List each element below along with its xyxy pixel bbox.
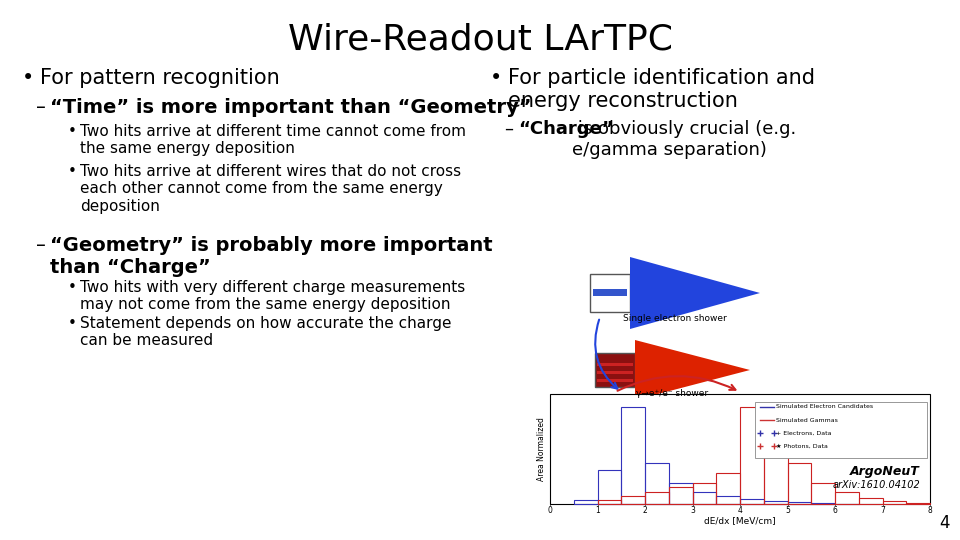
Text: 4: 4 (737, 506, 742, 515)
Text: dE/dx [MeV/cm]: dE/dx [MeV/cm] (705, 516, 776, 525)
Bar (550, 394, 930, 504)
Text: Simulated Electron Candidates: Simulated Electron Candidates (776, 404, 874, 409)
Text: + Electrons, Data: + Electrons, Data (776, 430, 831, 435)
Text: Statement depends on how accurate the charge
can be measured: Statement depends on how accurate the ch… (80, 316, 451, 348)
Bar (597, 379, 633, 382)
Bar (692, 492, 716, 504)
Bar (859, 498, 882, 504)
Bar (835, 492, 859, 504)
Text: “Charge”: “Charge” (518, 120, 613, 138)
Text: 4: 4 (940, 514, 950, 532)
Bar (811, 503, 835, 504)
Text: ★ Photons, Data: ★ Photons, Data (776, 443, 828, 449)
Text: ArgoNeuT: ArgoNeuT (851, 465, 920, 478)
Bar (621, 496, 645, 504)
FancyBboxPatch shape (755, 402, 927, 458)
Text: Two hits with very different charge measurements
may not come from the same ener: Two hits with very different charge meas… (80, 280, 466, 313)
Bar (645, 463, 669, 504)
Bar (811, 483, 835, 504)
Bar (593, 289, 627, 296)
Bar (597, 363, 633, 366)
Text: •: • (68, 124, 77, 139)
Bar (740, 499, 764, 504)
Bar (906, 503, 930, 504)
Text: arXiv:1610.04102: arXiv:1610.04102 (832, 480, 920, 489)
Text: 2: 2 (642, 506, 647, 515)
Bar (716, 496, 740, 504)
Text: –: – (36, 98, 46, 117)
Bar (590, 274, 630, 312)
Bar (595, 353, 635, 387)
Text: 6: 6 (832, 506, 837, 515)
Bar (787, 502, 811, 504)
Text: –: – (504, 120, 513, 138)
Text: Two hits arrive at different wires that do not cross
each other cannot come from: Two hits arrive at different wires that … (80, 164, 461, 214)
Text: 3: 3 (690, 506, 695, 515)
Text: Single electron shower: Single electron shower (623, 314, 727, 323)
Bar (764, 434, 787, 504)
Bar (764, 501, 787, 504)
Text: Area Normalized: Area Normalized (538, 417, 546, 481)
Text: •: • (490, 68, 502, 88)
Text: –: – (36, 236, 46, 255)
Text: 7: 7 (880, 506, 885, 515)
Bar (669, 487, 692, 504)
Bar (882, 501, 906, 504)
Bar (597, 371, 633, 374)
Bar (574, 500, 597, 504)
Text: •: • (22, 68, 35, 88)
Text: •: • (68, 280, 77, 295)
Polygon shape (635, 340, 750, 400)
Bar (787, 463, 811, 504)
Text: 0: 0 (547, 506, 552, 515)
Bar (692, 483, 716, 504)
Text: •: • (68, 164, 77, 179)
Polygon shape (630, 257, 760, 329)
Text: 1: 1 (595, 506, 600, 515)
Text: “Geometry” is probably more important
than “Charge”: “Geometry” is probably more important th… (50, 236, 492, 277)
Text: For pattern recognition: For pattern recognition (40, 68, 279, 88)
Text: 8: 8 (927, 506, 932, 515)
Bar (716, 473, 740, 504)
Text: γ→e⁺/e⁻ shower: γ→e⁺/e⁻ shower (636, 389, 708, 398)
Bar (597, 500, 621, 504)
Text: “Time” is more important than “Geometry”: “Time” is more important than “Geometry” (50, 98, 532, 117)
Bar (669, 483, 692, 504)
Text: Two hits arrive at different time cannot come from
the same energy deposition: Two hits arrive at different time cannot… (80, 124, 466, 157)
Text: •: • (68, 316, 77, 331)
Bar (597, 470, 621, 504)
Bar (621, 407, 645, 504)
Text: is obviously crucial (e.g.
e/gamma separation): is obviously crucial (e.g. e/gamma separ… (572, 120, 796, 159)
Bar (645, 492, 669, 504)
Text: 5: 5 (785, 506, 790, 515)
Text: Wire-Readout LArTPC: Wire-Readout LArTPC (287, 22, 673, 56)
Text: For particle identification and
energy reconstruction: For particle identification and energy r… (508, 68, 815, 111)
Bar (740, 407, 764, 504)
Text: Simulated Gammas: Simulated Gammas (776, 417, 838, 422)
